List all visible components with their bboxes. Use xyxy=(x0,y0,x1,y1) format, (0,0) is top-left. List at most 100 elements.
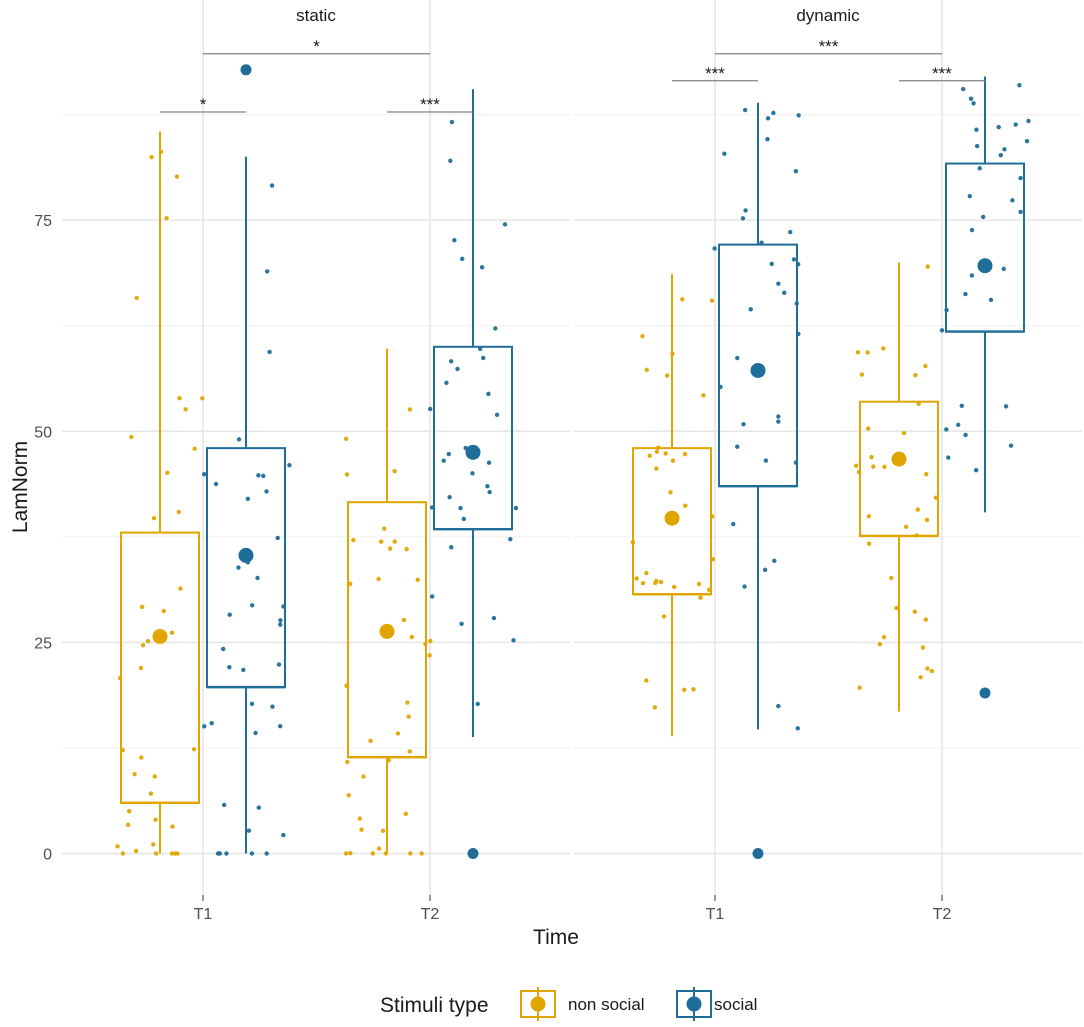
data-point xyxy=(153,851,159,856)
data-point xyxy=(640,333,645,339)
data-point xyxy=(270,704,275,709)
data-point xyxy=(971,101,976,106)
y-tick-label: 75 xyxy=(34,213,52,230)
data-point xyxy=(139,755,144,760)
data-point xyxy=(644,570,649,576)
data-point xyxy=(701,393,706,398)
data-point xyxy=(255,575,260,581)
data-point xyxy=(698,595,703,600)
data-point xyxy=(969,227,975,233)
data-point xyxy=(404,546,409,552)
data-point xyxy=(920,645,926,650)
data-point xyxy=(1003,404,1009,409)
data-point xyxy=(670,458,676,463)
data-point xyxy=(458,505,463,511)
data-point xyxy=(265,269,270,274)
y-tick-label: 50 xyxy=(34,424,52,441)
box xyxy=(120,531,200,804)
outlier-point xyxy=(752,848,764,859)
data-point xyxy=(427,653,432,658)
data-point xyxy=(1013,122,1018,127)
data-point xyxy=(661,614,667,619)
data-point xyxy=(382,526,387,531)
data-point xyxy=(894,605,899,611)
data-point xyxy=(415,577,420,582)
data-point xyxy=(486,460,492,465)
data-point xyxy=(925,264,930,269)
significance-label: *** xyxy=(819,37,839,56)
data-point xyxy=(264,851,269,856)
box xyxy=(433,345,513,531)
data-point xyxy=(221,802,227,808)
box xyxy=(859,400,939,537)
data-point xyxy=(644,367,650,373)
data-point xyxy=(177,395,182,401)
data-point xyxy=(857,685,862,690)
data-point xyxy=(731,521,736,527)
data-point xyxy=(277,724,283,729)
data-point xyxy=(392,469,397,474)
data-point xyxy=(164,215,169,221)
data-point xyxy=(344,472,350,477)
data-point xyxy=(395,731,401,736)
data-point xyxy=(668,490,673,495)
data-point xyxy=(877,641,883,647)
data-point xyxy=(956,422,961,428)
data-point xyxy=(881,634,887,640)
data-point xyxy=(763,458,769,463)
legend-label: non social xyxy=(568,995,645,1014)
data-point xyxy=(241,667,246,673)
legend-key-point xyxy=(686,996,702,1012)
data-point xyxy=(709,298,715,303)
data-point xyxy=(791,257,797,262)
x-tick-label: T1 xyxy=(194,906,213,923)
data-point xyxy=(1002,147,1007,152)
data-point xyxy=(866,541,872,546)
data-point xyxy=(475,701,480,707)
data-point xyxy=(1017,82,1022,88)
data-point xyxy=(133,848,139,854)
data-point xyxy=(776,703,781,709)
data-point xyxy=(278,622,283,627)
data-point xyxy=(769,261,774,267)
data-point xyxy=(429,594,435,599)
data-point xyxy=(722,151,727,156)
data-point xyxy=(959,403,965,408)
data-point xyxy=(771,110,776,116)
data-point xyxy=(224,851,229,856)
data-point xyxy=(406,714,411,719)
data-point xyxy=(765,116,771,121)
data-point xyxy=(250,603,255,608)
data-point xyxy=(901,430,907,436)
data-point xyxy=(712,246,717,251)
data-point xyxy=(486,391,491,397)
data-point xyxy=(449,119,455,125)
data-point xyxy=(1008,443,1014,448)
x-tick-label: T1 xyxy=(706,906,725,923)
data-point xyxy=(343,851,349,856)
mean-point xyxy=(379,623,395,639)
data-point xyxy=(448,359,454,364)
data-point xyxy=(923,363,928,369)
data-point xyxy=(183,407,188,412)
data-point xyxy=(449,545,454,550)
data-point xyxy=(973,467,979,473)
data-point xyxy=(681,687,687,693)
data-point xyxy=(963,432,968,438)
significance-label: *** xyxy=(705,64,725,83)
data-point xyxy=(865,350,870,355)
data-point xyxy=(742,584,747,589)
data-point xyxy=(253,730,258,736)
data-point xyxy=(866,514,872,519)
y-tick-label: 0 xyxy=(43,847,52,864)
data-point xyxy=(869,454,874,460)
outlier-point xyxy=(240,64,252,76)
data-point xyxy=(444,380,449,386)
data-point xyxy=(740,216,746,221)
mean-point xyxy=(238,547,254,563)
data-point xyxy=(511,638,516,643)
data-point xyxy=(419,851,424,856)
data-point xyxy=(776,414,781,419)
data-point xyxy=(351,537,356,543)
data-point xyxy=(1024,138,1030,144)
